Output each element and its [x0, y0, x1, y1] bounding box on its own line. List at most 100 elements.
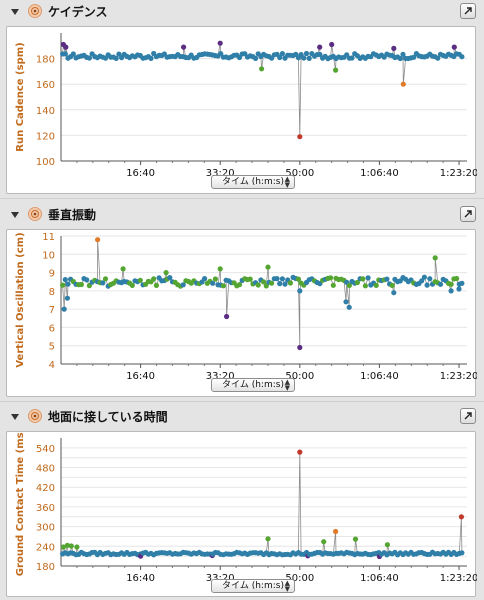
data-point	[86, 55, 92, 61]
y-tick-label: 480	[36, 464, 55, 475]
data-point	[448, 281, 454, 287]
data-point	[343, 299, 349, 305]
ground-contact-header[interactable]: 地面に接している時間	[0, 405, 484, 429]
cadence-section: ケイデンス 100 120 140 160 180 16:40 33:20 50:00 1:06…	[0, 0, 484, 198]
data-point	[391, 290, 397, 296]
data-point	[400, 51, 406, 57]
x-tick-label: 16:40	[126, 371, 155, 382]
vertical-oscillation-header[interactable]: 垂直振動	[0, 203, 484, 227]
expand-button[interactable]	[460, 206, 476, 222]
y-tick-label: 8	[49, 287, 55, 298]
x-axis-select[interactable]: タイム (h:m:s) ▲ ▼	[211, 579, 295, 593]
data-point	[333, 528, 339, 535]
data-point	[333, 67, 339, 73]
data-point	[373, 282, 379, 288]
data-point	[346, 282, 352, 288]
data-point	[86, 283, 92, 289]
data-point	[397, 55, 403, 62]
data-point	[64, 542, 70, 548]
expand-button[interactable]	[460, 3, 476, 19]
data-point	[297, 134, 303, 140]
data-point	[421, 274, 427, 280]
x-tick-label: 16:40	[126, 168, 155, 179]
y-tick-label: 11	[42, 232, 55, 243]
x-tick-label: 33:20	[206, 573, 235, 584]
data-point	[306, 55, 312, 61]
data-point	[180, 282, 186, 288]
data-point	[63, 44, 69, 50]
expand-icon	[464, 412, 472, 420]
data-point	[424, 282, 430, 288]
data-point	[151, 276, 157, 282]
data-point	[456, 286, 462, 292]
data-point	[253, 55, 259, 61]
x-tick-label: 1:06:40	[360, 573, 399, 584]
data-point	[95, 237, 101, 243]
chevron-updown-icon: ▲ ▼	[284, 175, 290, 189]
x-tick-label: 1:23:20	[440, 573, 477, 584]
x-tick-label: 33:20	[206, 168, 235, 179]
data-point	[297, 288, 303, 294]
cadence-chart-panel: 100 120 140 160 180 16:40 33:20 50:00 1:06:40 1:2…	[6, 26, 477, 194]
data-point	[181, 44, 187, 50]
data-point	[74, 544, 80, 550]
data-point	[427, 276, 433, 282]
data-point	[68, 543, 74, 549]
cadence-header[interactable]: ケイデンス	[0, 0, 484, 24]
y-tick-label: 4	[49, 360, 55, 371]
collapse-triangle-icon[interactable]	[11, 212, 19, 218]
y-tick-label: 7	[49, 305, 55, 316]
x-tick-label: 50:00	[285, 573, 314, 584]
x-axis-select[interactable]: タイム (h:m:s) ▲ ▼	[211, 378, 295, 392]
data-point	[62, 277, 68, 283]
y-axis-title: Ground Contact Time (ms)	[15, 432, 26, 576]
chevron-updown-icon: ▲ ▼	[284, 378, 290, 392]
collapse-triangle-icon[interactable]	[11, 9, 19, 15]
data-point	[279, 51, 285, 57]
data-point	[282, 281, 288, 287]
y-tick-label: 160	[36, 80, 55, 91]
data-point	[419, 278, 425, 284]
ground-contact-chart: 180 240 300 360 420 480 540 16:40 33:20 50:00 1:06…	[15, 432, 477, 584]
expand-icon	[464, 7, 472, 15]
data-point	[217, 40, 223, 46]
data-point	[202, 276, 208, 282]
data-point	[129, 282, 135, 288]
data-point	[297, 449, 303, 455]
data-point	[459, 54, 465, 60]
data-point	[360, 276, 366, 282]
vertical-oscillation-chart: 4 5 6 7 8 9 10 11 16:40 33:20 50:00 1:06:40 1:23:20 V…	[15, 232, 477, 382]
x-tick-label: 33:20	[206, 371, 235, 382]
data-point	[330, 282, 336, 288]
y-tick-label: 240	[36, 542, 55, 553]
x-axis-select[interactable]: タイム (h:m:s) ▲ ▼	[211, 175, 295, 189]
data-point	[279, 276, 285, 282]
y-tick-label: 300	[36, 523, 55, 534]
data-point	[217, 266, 223, 272]
y-tick-label: 420	[36, 483, 55, 494]
section-title: 地面に接している時間	[48, 410, 168, 424]
data-point	[148, 55, 154, 61]
data-point	[265, 536, 271, 542]
section-title: ケイデンス	[48, 5, 108, 19]
data-point	[163, 270, 169, 276]
data-point	[102, 276, 109, 282]
runner-icon	[28, 4, 42, 18]
data-point	[277, 281, 283, 287]
data-point	[153, 282, 159, 288]
data-point	[317, 51, 323, 58]
data-point	[84, 277, 90, 283]
collapse-triangle-icon[interactable]	[11, 414, 19, 420]
data-point	[287, 280, 293, 286]
data-point	[391, 45, 397, 51]
x-tick-label: 50:00	[285, 371, 314, 382]
data-point	[303, 50, 310, 57]
expand-button[interactable]	[460, 408, 476, 424]
data-point	[346, 304, 352, 310]
data-point	[61, 306, 67, 312]
data-point	[220, 283, 226, 289]
data-point	[62, 51, 68, 57]
ground-contact-section: 地面に接している時間 180 240 300 360 420 480 540 16:40 33:…	[0, 405, 484, 600]
vertical-oscillation-section: 垂直振動 4 5 6 7 8 9 10 11 16:40 33:20 50:00 1:06:40 1:2…	[0, 203, 484, 403]
data-point	[317, 44, 323, 50]
